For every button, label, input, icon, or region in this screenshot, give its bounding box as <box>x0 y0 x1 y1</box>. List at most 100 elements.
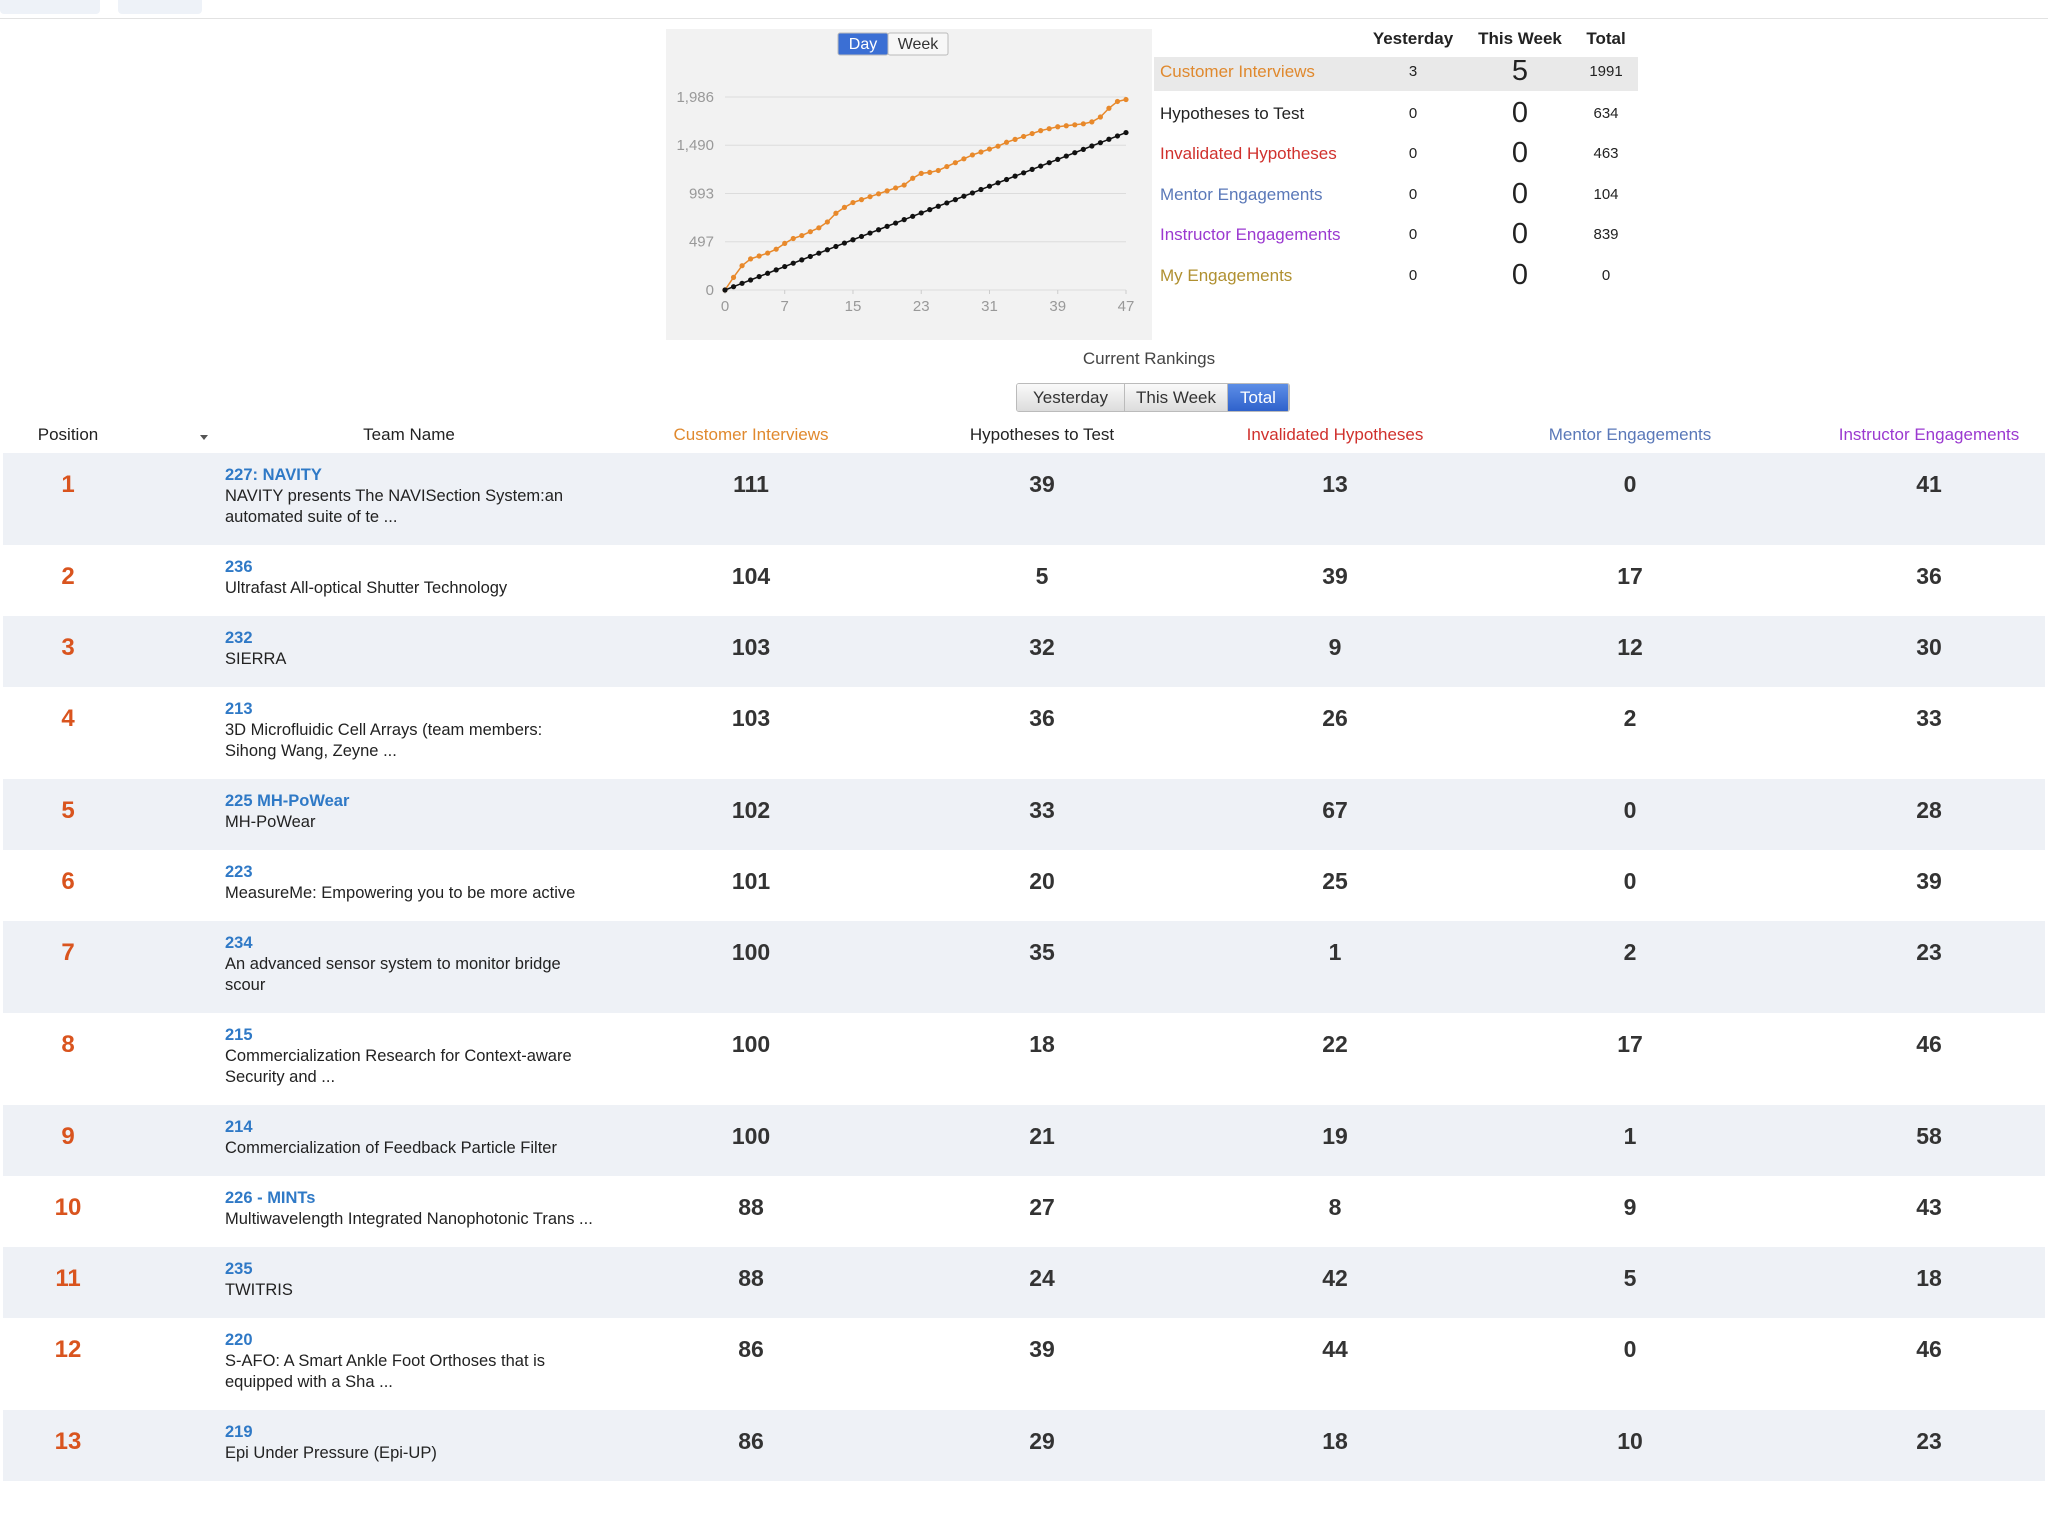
point <box>978 186 984 193</box>
team-cell: 226 - MINTs Multiwavelength Integrated Na… <box>225 1176 595 1247</box>
range-button[interactable] <box>887 32 949 56</box>
point <box>722 287 728 293</box>
team-cell: 225 MH-PoWear MH-PoWear <box>225 779 595 850</box>
team-id[interactable]: 227: NAVITY <box>225 466 322 484</box>
table-row: 4 213 3D Microfluidic Cell Arrays (team me… <box>3 687 2045 779</box>
ranking-tab[interactable]: Yesterday <box>1017 384 1125 411</box>
sort-indicator[interactable] <box>200 435 208 440</box>
metric-value: 101 <box>731 868 771 894</box>
position: 1 <box>61 471 75 498</box>
team-description: An advanced sensor system to monitor bri… <box>225 955 561 994</box>
position: 10 <box>54 1194 82 1221</box>
point <box>765 250 771 256</box>
point <box>747 277 754 283</box>
table-row: 13 219 Epi Under Pressure (Epi-UP) 86 29 18 10… <box>3 1410 2045 1481</box>
column-header[interactable]: Invalidated Hypotheses <box>1246 425 1424 444</box>
table-row: 8 215 Commercialization Research for Conte… <box>3 1013 2045 1105</box>
this-week-value: 5 <box>1511 55 1529 87</box>
metric-name: Mentor Engagements <box>1160 185 1323 204</box>
column-header[interactable]: Customer Interviews <box>673 425 829 444</box>
range-button-label[interactable]: Day <box>849 36 877 53</box>
point <box>790 260 796 266</box>
position: 6 <box>61 868 75 895</box>
column-header[interactable]: Team Name <box>363 425 455 444</box>
ranking-tab[interactable]: This Week <box>1125 384 1228 411</box>
metric-value: 44 <box>1322 1336 1348 1362</box>
point <box>816 250 822 256</box>
point <box>1055 124 1061 130</box>
metric-value: 23 <box>1916 939 1942 965</box>
nav-tab[interactable] <box>0 0 100 14</box>
point <box>1080 146 1086 152</box>
position: 12 <box>54 1336 82 1363</box>
summary-header: Yesterday <box>1372 29 1454 48</box>
table-row: 7 234 An advanced sensor system to monitor… <box>3 921 2045 1013</box>
metric-value: 32 <box>1029 634 1055 660</box>
column-header[interactable]: Instructor Engagements <box>1838 425 2020 444</box>
team-id[interactable]: 220 <box>225 1331 253 1349</box>
column-header[interactable]: Mentor Engagements <box>1548 425 1712 444</box>
column-header[interactable]: Hypotheses to Test <box>969 425 1115 444</box>
team-id[interactable]: 226 - MINTs <box>225 1189 316 1207</box>
table-row: 1 227: NAVITY NAVITY presents The NAVISect… <box>3 453 2045 545</box>
team-description: NAVITY presents The NAVISection System:a… <box>225 487 564 526</box>
metric-value: 104 <box>731 563 771 589</box>
team-description: Ultrafast All-optical Shutter Technology <box>225 579 508 597</box>
total-value: 634 <box>1593 105 1619 122</box>
metric-value: 100 <box>731 1123 771 1149</box>
point <box>782 263 788 270</box>
team-id[interactable]: 215 <box>225 1026 253 1044</box>
summary-header: This Week <box>1478 29 1562 48</box>
point <box>773 267 779 273</box>
team-id[interactable]: 213 <box>225 700 253 718</box>
metric-value: 39 <box>1916 868 1942 894</box>
range-button-label[interactable]: Week <box>898 36 940 53</box>
point <box>799 257 805 263</box>
point <box>747 256 754 262</box>
metric-value: 13 <box>1322 471 1348 497</box>
point <box>824 219 830 225</box>
point <box>944 163 950 170</box>
team-id[interactable]: 214 <box>225 1118 253 1136</box>
team-description: 3D Microfluidic Cell Arrays (team member… <box>225 721 543 760</box>
metric-value: 12 <box>1617 634 1643 660</box>
point <box>756 253 762 259</box>
ranking-tab[interactable]: Total <box>1228 384 1289 411</box>
metric-value: 88 <box>738 1265 764 1291</box>
point <box>1012 173 1018 179</box>
metric-value: 2 <box>1623 705 1637 731</box>
point <box>1072 122 1078 128</box>
table-row: 6 223 MeasureMe: Empowering you to be more… <box>3 850 2045 921</box>
metric-value: 46 <box>1916 1031 1942 1057</box>
team-id[interactable]: 232 <box>225 629 253 647</box>
nav-tab[interactable] <box>118 0 202 14</box>
x-tick-label: 23 <box>913 298 930 315</box>
x-tick-label: 31 <box>981 298 998 315</box>
team-id[interactable]: 234 <box>225 934 253 952</box>
team-cell: 232 SIERRA <box>225 616 595 687</box>
team-id[interactable]: 225 MH-PoWear <box>225 792 350 810</box>
team-id[interactable]: 219 <box>225 1423 253 1441</box>
point <box>730 274 737 280</box>
this-week-value: 0 <box>1511 137 1529 169</box>
y-tick-label: 0 <box>706 282 714 299</box>
point <box>730 284 737 290</box>
point <box>1106 105 1112 111</box>
point <box>995 180 1001 186</box>
metric-value: 18 <box>1916 1265 1942 1291</box>
team-id[interactable]: 223 <box>225 863 253 881</box>
team-id[interactable]: 235 <box>225 1260 253 1278</box>
point <box>833 243 839 250</box>
point <box>790 235 796 242</box>
point <box>1021 170 1027 176</box>
team-cell: 213 3D Microfluidic Cell Arrays (team mem… <box>225 687 595 779</box>
team-description: MH-PoWear <box>225 813 316 831</box>
point <box>773 246 779 252</box>
point <box>910 175 916 181</box>
point <box>1080 121 1086 127</box>
point <box>978 149 984 155</box>
yesterday-value: 0 <box>1408 105 1418 122</box>
top-divider <box>0 18 2048 19</box>
team-id[interactable]: 236 <box>225 558 253 576</box>
